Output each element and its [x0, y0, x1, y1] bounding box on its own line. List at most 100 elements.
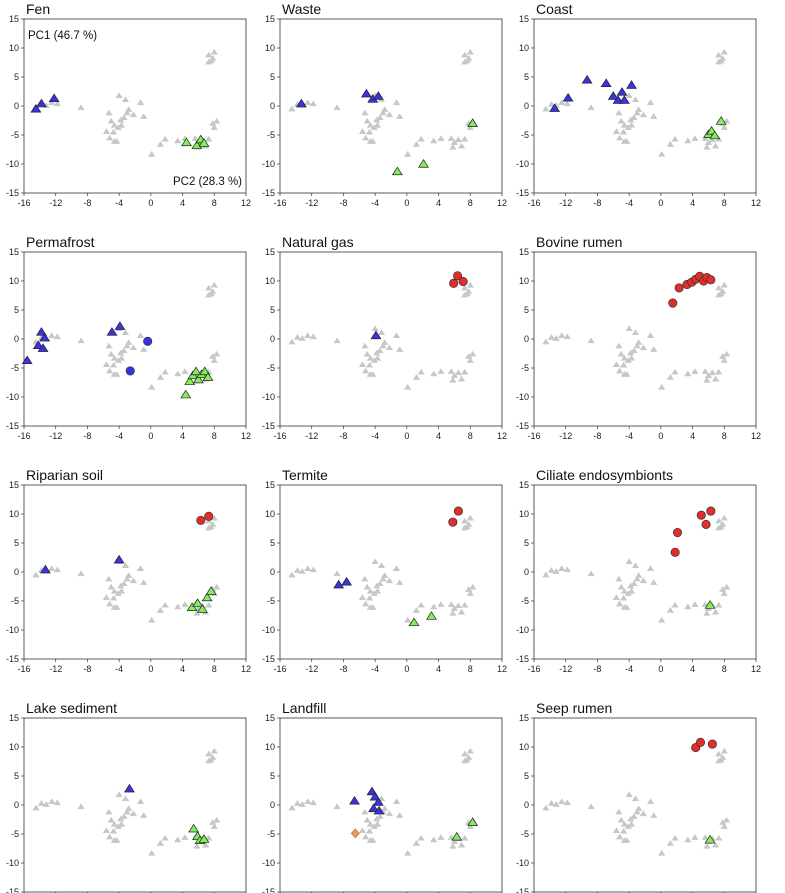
background-point	[102, 128, 111, 134]
background-point	[703, 376, 711, 383]
background-point	[625, 325, 633, 331]
background-point	[691, 834, 699, 840]
x-tick-label: -16	[17, 198, 30, 208]
background-point	[53, 100, 61, 107]
panel-coast: Coast -16 -12 -8 -4 0 4 8 12 15 10 5 0 -5 -10 -15	[516, 1, 761, 208]
background-point	[385, 810, 394, 817]
y-tick-label: -10	[262, 392, 275, 402]
background-point	[365, 594, 374, 601]
background-point	[717, 523, 725, 530]
background-point	[129, 344, 138, 351]
background-point	[107, 816, 115, 823]
green-triangle-point	[408, 617, 420, 627]
background-point	[658, 150, 666, 157]
x-tick-label: 8	[722, 664, 727, 674]
panel-title: Ciliate endosymbionts	[536, 467, 673, 483]
background-point	[620, 121, 628, 128]
x-tick-label: 0	[148, 431, 153, 441]
y-tick-label: 10	[265, 509, 275, 519]
x-tick-label: -8	[83, 431, 91, 441]
y-tick-label: 5	[270, 538, 275, 548]
green-triangle-point	[704, 834, 716, 844]
blue-triangle-point	[349, 795, 360, 805]
background-point	[106, 600, 114, 607]
background-point	[623, 604, 631, 610]
background-point	[110, 820, 118, 827]
blue-triangle-point	[32, 340, 44, 349]
blue-triangle-point	[124, 783, 135, 793]
background-point	[412, 840, 420, 846]
panel-bovine-rumen: Bovine rumen -16 -12 -8 -4 0 4 8 12 15 10 5 0 -5 -10 -1…	[516, 234, 761, 441]
background-point	[161, 368, 169, 375]
background-point	[630, 813, 638, 820]
background-point	[377, 329, 386, 336]
background-point	[136, 332, 145, 338]
x-tick-label: 4	[690, 431, 695, 441]
background-point	[361, 342, 369, 349]
background-point	[77, 803, 85, 810]
background-point	[701, 368, 709, 374]
x-tick-label: 0	[148, 198, 153, 208]
background-point	[369, 837, 377, 843]
background-point	[619, 827, 628, 834]
background-point	[711, 142, 720, 149]
background-point	[125, 339, 133, 345]
background-point	[437, 601, 445, 607]
blue-circle-point	[125, 366, 135, 376]
background-point	[417, 834, 425, 841]
background-point	[463, 290, 471, 297]
background-point	[461, 368, 469, 375]
y-tick-label: 10	[9, 509, 19, 519]
background-point	[623, 837, 631, 843]
background-point	[293, 334, 302, 340]
green-triangle-point	[188, 823, 200, 833]
green-triangle-point	[192, 598, 204, 607]
x-tick-label: -16	[527, 664, 540, 674]
background-point	[123, 808, 131, 815]
background-point	[461, 601, 469, 608]
background-point	[552, 335, 560, 341]
y-tick-label: 15	[519, 480, 529, 490]
x-tick-label: -16	[273, 198, 286, 208]
x-tick-label: 8	[722, 431, 727, 441]
background-point	[708, 369, 716, 376]
background-point	[671, 601, 679, 608]
blue-triangle-point	[562, 92, 574, 102]
background-point	[631, 96, 640, 103]
x-tick-label: -12	[305, 431, 318, 441]
x-tick-label: 4	[436, 431, 441, 441]
x-tick-label: 4	[436, 198, 441, 208]
green-triangle-point	[205, 586, 217, 595]
y-tick-label: -5	[11, 130, 19, 140]
background-point	[466, 514, 474, 521]
y-tick-label: 15	[265, 713, 275, 723]
background-point	[385, 111, 394, 118]
panel-title: Waste	[282, 1, 321, 17]
blue-triangle-point	[372, 91, 384, 100]
x-tick-label: -16	[527, 198, 540, 208]
background-point	[720, 48, 728, 55]
y-tick-label: -15	[262, 421, 275, 431]
background-point	[105, 342, 113, 349]
background-point	[466, 747, 474, 754]
blue-triangle-point	[369, 791, 381, 801]
background-point	[627, 587, 636, 594]
y-tick-label: -15	[6, 887, 19, 893]
panel-title: Termite	[282, 467, 328, 483]
y-tick-label: 5	[14, 72, 19, 82]
background-point	[701, 135, 709, 141]
y-tick-label: -15	[516, 654, 529, 664]
background-point	[309, 333, 317, 340]
background-point	[361, 808, 369, 815]
x-tick-label: 0	[658, 198, 663, 208]
background-point	[623, 371, 631, 377]
y-tick-label: -15	[516, 188, 529, 198]
background-point	[140, 113, 148, 119]
y-tick-label: -10	[6, 858, 19, 868]
panel-title: Fen	[26, 1, 50, 17]
background-point	[376, 347, 384, 354]
y-tick-label: 10	[519, 742, 529, 752]
background-point	[161, 135, 169, 142]
y-tick-label: -10	[516, 858, 529, 868]
background-point	[117, 820, 126, 827]
